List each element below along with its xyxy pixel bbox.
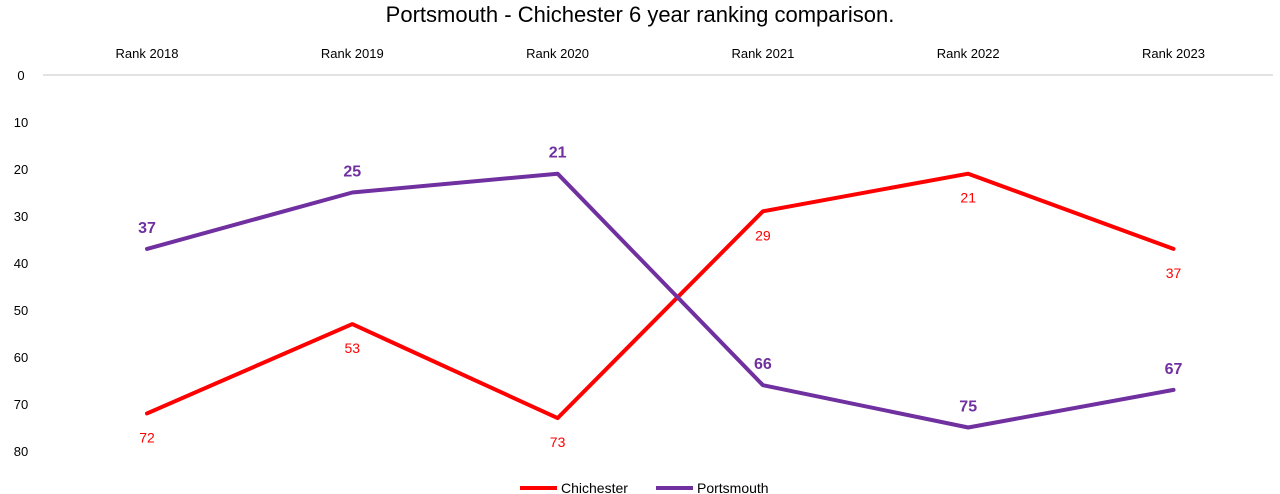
x-tick-label: Rank 2020 (526, 46, 589, 61)
x-tick-label: Rank 2021 (731, 46, 794, 61)
y-tick-label: 30 (14, 209, 28, 224)
y-tick-label: 40 (14, 256, 28, 271)
y-tick-label: 60 (14, 350, 28, 365)
data-label-portsmouth: 25 (343, 164, 361, 181)
x-tick-label: Rank 2022 (937, 46, 1000, 61)
x-tick-label: Rank 2023 (1142, 46, 1205, 61)
data-label-chichester: 29 (755, 227, 771, 243)
legend-label-portsmouth: Portsmouth (697, 480, 769, 494)
data-label-chichester: 53 (345, 340, 361, 356)
data-label-portsmouth: 75 (959, 399, 977, 416)
y-tick-label: 70 (14, 397, 28, 412)
chart-title: Portsmouth - Chichester 6 year ranking c… (385, 2, 895, 27)
x-tick-label: Rank 2018 (116, 46, 179, 61)
y-tick-label: 20 (14, 162, 28, 177)
data-label-portsmouth: 21 (549, 145, 567, 162)
data-label-chichester: 73 (550, 434, 566, 450)
x-tick-label: Rank 2019 (321, 46, 384, 61)
y-tick-label: 80 (14, 444, 28, 459)
y-tick-label: 50 (14, 303, 28, 318)
data-label-portsmouth: 66 (754, 356, 772, 373)
data-label-chichester: 21 (960, 190, 976, 206)
y-tick-label: 0 (17, 68, 24, 83)
data-label-portsmouth: 37 (138, 220, 156, 237)
series-line-chichester (145, 171, 1176, 421)
y-tick-label: 10 (14, 115, 28, 130)
legend-label-chichester: Chichester (561, 480, 628, 494)
data-label-portsmouth: 67 (1165, 361, 1183, 378)
data-label-chichester: 72 (139, 429, 155, 445)
series-line-portsmouth (145, 171, 1176, 430)
data-label-chichester: 37 (1166, 265, 1182, 281)
